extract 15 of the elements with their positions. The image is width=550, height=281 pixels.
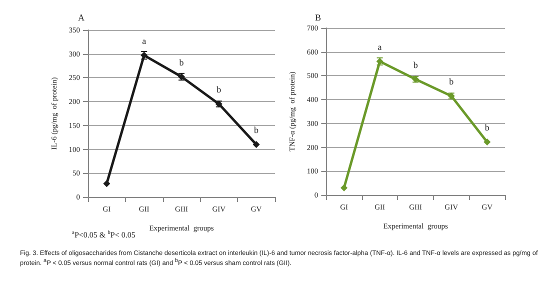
point bbox=[252, 141, 260, 148]
point bbox=[484, 138, 491, 146]
annotation: b bbox=[449, 76, 454, 86]
annotation: b bbox=[484, 122, 490, 133]
annotation: b bbox=[179, 57, 184, 68]
annotation: b bbox=[254, 125, 260, 136]
chart-title: B bbox=[315, 12, 322, 22]
annotation: a bbox=[142, 36, 146, 46]
annotation: b bbox=[413, 60, 418, 70]
annotation: a bbox=[378, 42, 382, 52]
point bbox=[340, 184, 348, 192]
point bbox=[103, 180, 110, 188]
text: $^{a}$P<0.05 & $^{b}$P< 0.05 bbox=[72, 230, 136, 241]
annotation: b bbox=[216, 84, 222, 94]
chart-title: A bbox=[78, 12, 85, 22]
